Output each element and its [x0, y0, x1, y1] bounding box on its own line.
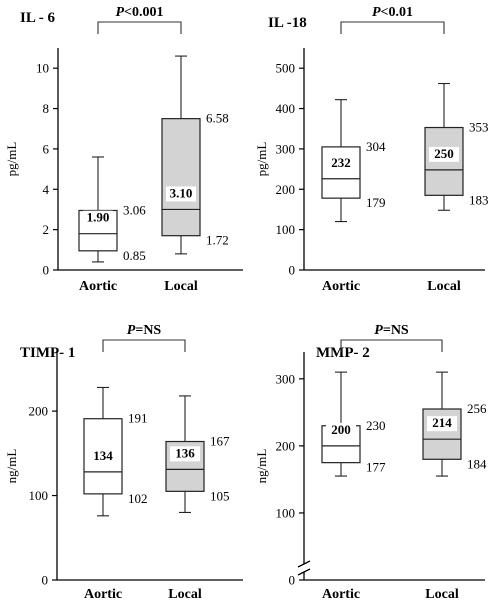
x-category-label: Aortic: [79, 279, 117, 294]
significance-bracket: [102, 339, 186, 352]
q1-value-label: 177: [366, 460, 386, 475]
y-tick-label: 200: [276, 182, 296, 197]
median-label-backing: [326, 155, 356, 171]
y-tick-label: 100: [276, 505, 296, 520]
x-category-label: Local: [164, 279, 198, 294]
x-category-label: Local: [427, 279, 461, 294]
y-tick-label: 400: [276, 101, 296, 116]
median-label-backing: [166, 186, 196, 202]
y-tick-label: 0: [289, 573, 296, 588]
median-label-backing: [88, 448, 118, 464]
y-tick-label: 0: [43, 263, 50, 278]
y-tick-label: 8: [43, 101, 50, 116]
y-tick-label: 100: [276, 222, 296, 237]
median-label-backing: [427, 416, 457, 432]
y-tick-label: 4: [43, 182, 50, 197]
median-label-backing: [170, 446, 200, 462]
median-value-label: 136: [175, 445, 195, 460]
panel-title: TIMP- 1: [20, 345, 75, 361]
median-value-label: 232: [331, 155, 351, 170]
q3-value-label: 230: [366, 418, 386, 433]
x-category-label: Aortic: [322, 587, 360, 602]
q1-value-label: 183: [469, 192, 489, 207]
q3-value-label: 256: [467, 401, 487, 416]
y-tick-label: 0: [289, 263, 296, 278]
significance-bracket: [97, 21, 182, 34]
box-aortic: 200 230 177: [321, 371, 386, 477]
y-axis-label: ng/mL: [254, 449, 269, 484]
y-tick-label: 10: [36, 61, 49, 76]
y-tick-label: 500: [276, 61, 296, 76]
q3-value-label: 167: [210, 434, 230, 449]
significance-label: P=NS: [127, 323, 162, 338]
median-value-label: 134: [93, 448, 113, 463]
q3-value-label: 191: [128, 411, 148, 426]
median-label-backing: [429, 146, 459, 162]
x-category-label: Aortic: [84, 587, 122, 602]
q1-value-label: 105: [210, 488, 230, 503]
q1-value-label: 1.72: [206, 233, 229, 248]
box-aortic: 1.90 3.06 0.85: [78, 156, 146, 263]
q3-value-label: 353: [469, 120, 489, 135]
y-tick-label: 100: [29, 488, 49, 503]
x-category-label: Aortic: [322, 279, 360, 294]
box-local: 136 167 105: [165, 395, 230, 513]
axis-break-mark: [297, 560, 311, 568]
x-category-label: Local: [425, 587, 459, 602]
median-label-backing: [83, 210, 113, 226]
panel-title: IL -18: [268, 15, 307, 31]
q3-value-label: 3.06: [123, 202, 146, 217]
box-local: 3.10 6.58 1.72: [161, 55, 229, 255]
x-category-label: Local: [168, 587, 202, 602]
y-axis-label: pg/mL: [254, 142, 269, 177]
q3-value-label: 6.58: [206, 111, 229, 126]
panel-title: MMP- 2: [316, 345, 370, 361]
y-tick-label: 200: [29, 404, 49, 419]
axis-break-mark: [297, 568, 311, 576]
y-tick-label: 2: [43, 222, 50, 237]
significance-label: P<0.01: [372, 5, 413, 20]
q3-value-label: 304: [366, 139, 386, 154]
iqr-box: [321, 146, 361, 199]
box-local: 250 353 183: [424, 82, 489, 211]
y-tick-label: 300: [276, 141, 296, 156]
median-value-label: 214: [432, 415, 452, 430]
significance-label: P=NS: [374, 323, 409, 338]
significance-bracket: [340, 339, 443, 352]
box-aortic: 232 304 179: [321, 99, 386, 223]
median-label-backing: [326, 422, 356, 438]
box-aortic: 134 191 102: [83, 386, 148, 517]
y-axis-label: pg/mL: [4, 142, 19, 177]
q1-value-label: 102: [128, 491, 148, 506]
y-tick-label: 200: [276, 438, 296, 453]
median-value-label: 250: [434, 146, 454, 161]
y-axis-label: ng/mL: [4, 449, 19, 484]
q1-value-label: 179: [366, 195, 386, 210]
significance-label: P<0.001: [115, 5, 163, 20]
chart-panel-2: 0 100 200 300 400 500 pg/mL IL -18 P<0.01 232 304 1…: [254, 5, 489, 294]
median-value-label: 200: [331, 422, 351, 437]
chart-panel-1: 0 2 4 6 8 10 pg/mL IL - 6 P<0.001 1.90 3.06 0.85 Aor…: [4, 5, 243, 294]
iqr-box: [161, 118, 201, 237]
box-local: 214 256 184: [422, 371, 487, 477]
median-value-label: 3.10: [170, 185, 193, 200]
chart-panel-3: 0 100 200 ng/mL TIMP- 1 P=NS 134 191 102 Aortic 13…: [4, 323, 243, 602]
significance-bracket: [340, 21, 445, 34]
y-tick-label: 6: [43, 141, 50, 156]
panel-title: IL - 6: [20, 10, 56, 26]
q1-value-label: 184: [467, 456, 487, 471]
y-tick-label: 0: [42, 573, 49, 588]
q1-value-label: 0.85: [123, 248, 146, 263]
y-tick-label: 300: [276, 371, 296, 386]
chart-panel-4: 0 100 200 300 ng/mL MMP- 2 P=NS 200 230 177 Aortic…: [254, 323, 487, 602]
median-value-label: 1.90: [87, 210, 110, 225]
